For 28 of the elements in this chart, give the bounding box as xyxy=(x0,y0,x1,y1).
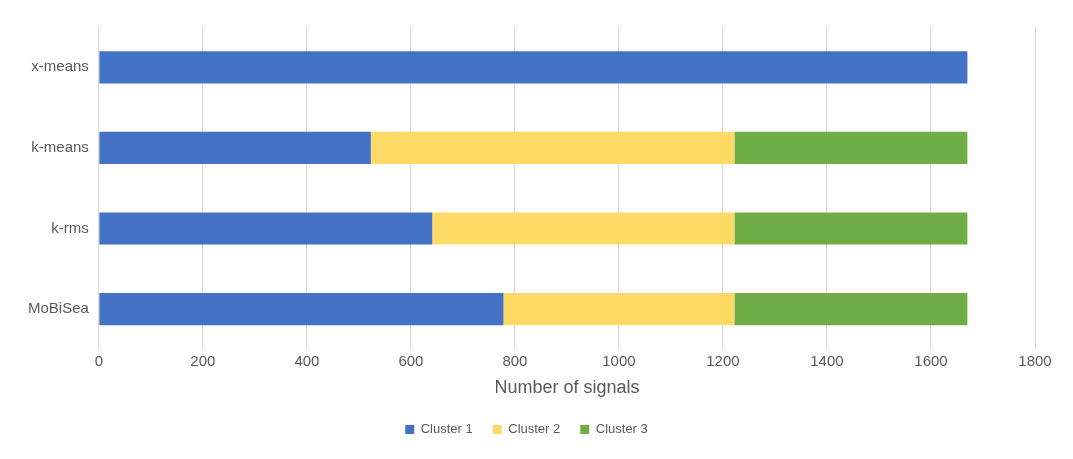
bar xyxy=(734,212,968,245)
bar xyxy=(370,131,735,165)
bar xyxy=(99,292,504,326)
bar xyxy=(432,212,735,245)
bar xyxy=(503,292,735,326)
bar xyxy=(734,292,968,326)
x-tick-label: 800 xyxy=(502,351,528,369)
x-tick-label: 400 xyxy=(294,351,320,369)
legend-label: Cluster 1 xyxy=(420,421,473,437)
y-tick-label: MoBiSea xyxy=(27,299,90,317)
bar xyxy=(99,51,968,84)
y-tick-label: x-means xyxy=(31,57,89,75)
y-tick-label: k-rms xyxy=(51,218,89,236)
x-tick-label: 1200 xyxy=(706,351,740,369)
x-axis-title: Number of signals xyxy=(494,377,640,398)
bar xyxy=(99,131,371,165)
x-tick-label: 1600 xyxy=(914,351,948,369)
legend-label: Cluster 2 xyxy=(508,421,561,437)
x-tick-label: 1400 xyxy=(810,351,844,369)
x-tick-label: 1000 xyxy=(602,351,636,369)
x-tick-label: 1800 xyxy=(1018,351,1052,369)
x-tick-label: 200 xyxy=(190,351,216,369)
x-tick-label: 600 xyxy=(398,351,424,369)
y-tick-label: k-means xyxy=(31,138,89,156)
bar xyxy=(99,212,433,245)
legend-label: Cluster 3 xyxy=(595,421,648,437)
bar xyxy=(734,131,968,165)
x-tick-label: 0 xyxy=(94,351,104,369)
